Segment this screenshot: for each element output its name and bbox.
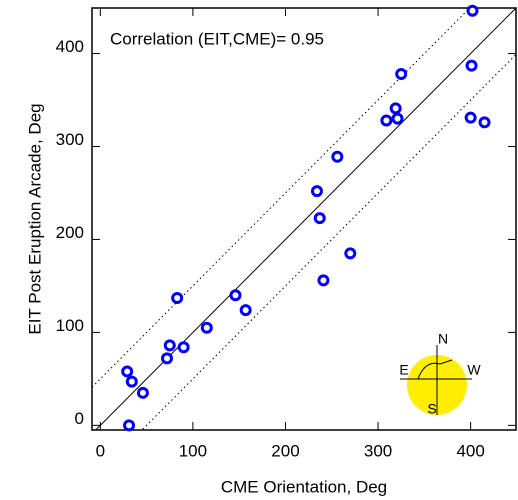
point xyxy=(317,274,330,287)
x-tick-label: 300 xyxy=(364,441,392,460)
x-tick-label: 0 xyxy=(96,441,105,460)
x-tick-label: 400 xyxy=(456,441,484,460)
point xyxy=(391,112,404,125)
y-tick-label: 100 xyxy=(56,316,84,335)
point xyxy=(200,321,213,334)
reference-line xyxy=(141,54,516,430)
point xyxy=(344,247,357,260)
point xyxy=(310,185,323,198)
x-axis-label: CME Orientation, Deg xyxy=(221,477,387,496)
point xyxy=(313,212,326,225)
point xyxy=(331,150,344,163)
point xyxy=(160,352,173,365)
point xyxy=(163,339,176,352)
point xyxy=(464,111,477,124)
reference-line xyxy=(92,8,471,388)
plot-frame xyxy=(91,7,517,431)
y-tick-label: 300 xyxy=(56,130,84,149)
point xyxy=(123,419,136,432)
point xyxy=(465,59,478,72)
reference-line xyxy=(94,8,516,430)
x-tick-label: 200 xyxy=(271,441,299,460)
y-tick-label: 200 xyxy=(56,223,84,242)
reference-lines xyxy=(92,8,516,430)
annotation: Correlation (EIT,CME)= 0.95 xyxy=(110,29,324,48)
point xyxy=(136,386,149,399)
compass-east: E xyxy=(399,362,408,378)
point xyxy=(389,102,402,115)
compass-west: W xyxy=(467,362,481,378)
y-tick-label: 400 xyxy=(56,37,84,56)
compass-south: S xyxy=(427,401,436,417)
compass-north: N xyxy=(438,331,448,347)
point xyxy=(125,375,138,388)
compass-arc xyxy=(417,359,453,380)
y-tick-label: 0 xyxy=(75,409,84,428)
x-tick-label: 100 xyxy=(179,441,207,460)
point xyxy=(380,114,393,127)
point xyxy=(395,67,408,80)
point xyxy=(121,365,134,378)
point xyxy=(239,304,252,317)
y-axis-label: EIT Post Eruption Arcade, Deg xyxy=(25,103,44,334)
point xyxy=(171,292,184,305)
point xyxy=(466,4,479,17)
point xyxy=(177,341,190,354)
point xyxy=(478,116,491,129)
point xyxy=(229,289,242,302)
compass-inset: N S E W xyxy=(399,331,481,417)
